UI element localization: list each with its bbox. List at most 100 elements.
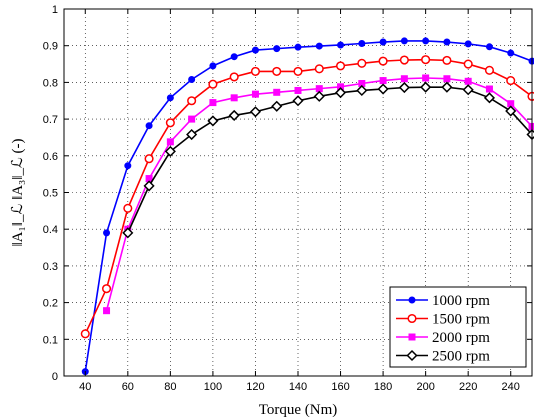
- x-tick-label: 120: [246, 381, 264, 393]
- x-tick-label: 160: [331, 381, 349, 393]
- data-point: [527, 91, 534, 101]
- series-layer: [80, 37, 534, 376]
- series-1000-rpm: [81, 37, 534, 376]
- data-point: [144, 154, 154, 164]
- data-point: [124, 162, 132, 170]
- data-point: [208, 79, 218, 89]
- data-point: [398, 81, 410, 94]
- x-tick-label: 60: [122, 381, 134, 393]
- data-point: [230, 94, 238, 102]
- data-point: [422, 37, 430, 45]
- data-point: [464, 40, 472, 48]
- data-point: [272, 66, 282, 76]
- data-point: [379, 77, 387, 85]
- data-point: [251, 90, 259, 98]
- data-point: [209, 62, 217, 70]
- data-point: [188, 115, 196, 123]
- series-line: [84, 40, 533, 372]
- legend-marker: [407, 313, 417, 324]
- x-tick-label: 200: [416, 381, 434, 393]
- data-point: [294, 86, 302, 94]
- y-tick-label: 1: [52, 4, 58, 16]
- legend-label: 2500 rpm: [432, 349, 490, 365]
- legend-label: 1500 rpm: [432, 312, 490, 328]
- data-point: [273, 45, 281, 53]
- y-tick-label: 0.6: [43, 151, 58, 163]
- legend-entry: 2000 rpm: [396, 330, 490, 346]
- x-tick-label: 40: [79, 381, 91, 393]
- y-tick-label: 0.1: [43, 334, 58, 346]
- data-point: [484, 65, 495, 75]
- data-point: [293, 66, 303, 76]
- data-point: [357, 58, 367, 68]
- data-point: [292, 95, 304, 107]
- y-tick-label: 0.3: [43, 261, 58, 273]
- x-axis-title: Torque (Nm): [259, 402, 338, 418]
- y-tick-label: 0.9: [43, 41, 58, 53]
- legend-label: 1000 rpm: [432, 293, 490, 309]
- x-tick-label: 180: [374, 381, 392, 393]
- data-point: [145, 122, 153, 130]
- data-point: [358, 39, 366, 47]
- data-point: [186, 128, 198, 141]
- data-point: [441, 81, 453, 93]
- tick-labels: 40 60 80 100 120 140 160 180 200 220 240 0 0.1 0.2 0.3…: [43, 4, 520, 393]
- data-point: [251, 46, 259, 54]
- legend-label: 2000 rpm: [432, 330, 490, 346]
- data-point: [187, 96, 197, 106]
- data-point: [228, 109, 240, 121]
- legend-marker: [406, 349, 418, 362]
- data-point: [314, 64, 324, 74]
- y-tick-label: 0.4: [43, 224, 58, 236]
- x-tick-label: 240: [502, 381, 520, 393]
- series-1500-rpm: [80, 55, 534, 339]
- data-point: [143, 180, 155, 192]
- data-point: [122, 227, 134, 239]
- data-point: [294, 43, 302, 51]
- y-tick-label: 0.2: [43, 298, 58, 310]
- data-point: [229, 72, 239, 82]
- data-point: [123, 203, 133, 213]
- data-point: [378, 56, 388, 66]
- x-tick-label: 100: [204, 381, 222, 393]
- legend-items: 1000 rpm 1500 rpm 2000 rpm 2500 rpm: [396, 293, 490, 365]
- data-point: [209, 99, 217, 107]
- series-2500-rpm: [122, 81, 534, 239]
- data-point: [464, 77, 472, 85]
- x-tick-label: 140: [289, 381, 307, 393]
- data-point: [422, 74, 430, 82]
- data-point: [103, 229, 111, 237]
- series-line: [84, 58, 533, 335]
- legend-entry: 1500 rpm: [396, 312, 490, 328]
- x-tick-label: 80: [164, 381, 176, 393]
- data-point: [230, 53, 238, 61]
- data-point: [315, 85, 323, 93]
- data-point: [400, 75, 408, 83]
- data-point: [356, 84, 368, 97]
- data-point: [80, 329, 90, 339]
- data-point: [485, 43, 493, 51]
- data-point: [420, 81, 432, 93]
- data-point: [379, 38, 387, 46]
- data-point: [377, 83, 389, 95]
- data-point: [399, 55, 409, 65]
- data-point: [188, 75, 196, 83]
- y-tick-label: 0: [52, 371, 58, 383]
- data-point: [164, 145, 176, 157]
- data-point: [485, 85, 493, 93]
- data-point: [101, 284, 112, 294]
- legend-marker: [408, 296, 416, 304]
- data-point: [421, 55, 431, 65]
- data-point: [335, 61, 346, 71]
- data-point: [249, 106, 262, 118]
- legend-entry: 2500 rpm: [396, 349, 490, 365]
- data-point: [462, 84, 474, 96]
- data-point: [313, 90, 325, 102]
- data-point: [271, 100, 283, 112]
- x-tick-label: 220: [459, 381, 477, 393]
- data-point: [505, 105, 517, 117]
- data-point: [166, 94, 174, 102]
- y-tick-label: 0.7: [43, 114, 58, 126]
